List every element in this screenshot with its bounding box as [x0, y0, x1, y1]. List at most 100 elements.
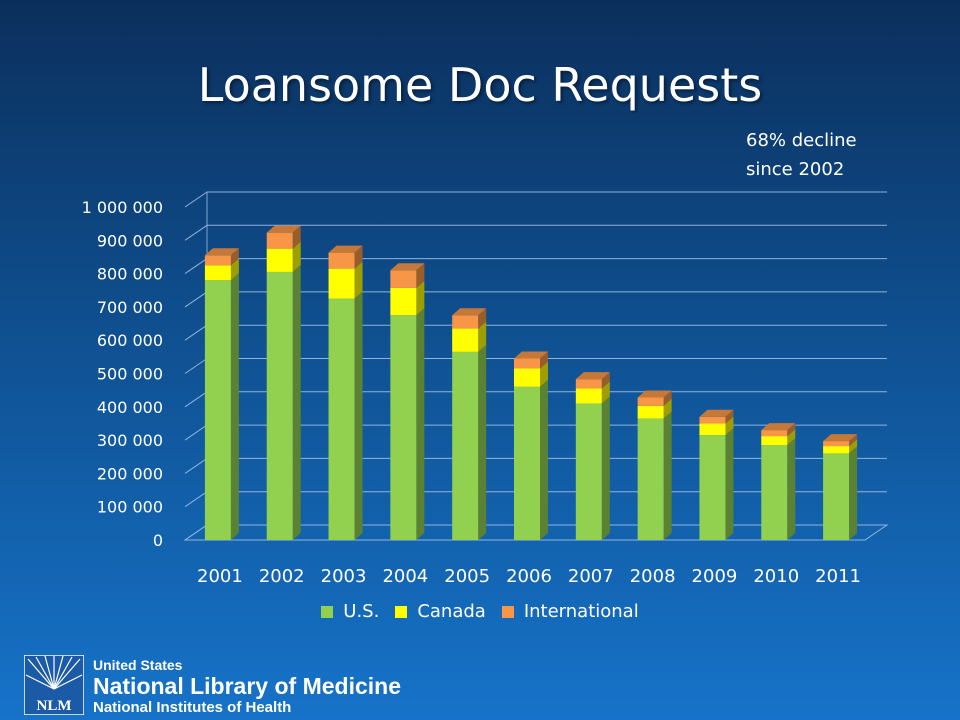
y-tick-label: 0	[153, 531, 163, 550]
bar-side-international	[354, 245, 363, 269]
gridline-depth	[184, 424, 208, 441]
organization-name: United States National Library of Medici…	[93, 657, 401, 716]
bar-side-us	[787, 438, 796, 540]
legend-swatch	[501, 605, 514, 618]
x-tick-label: 2010	[753, 566, 799, 587]
legend-label: International	[523, 601, 639, 622]
bar-segment-international	[575, 379, 602, 389]
bar-side-international	[540, 351, 548, 369]
bar-segment-us	[823, 453, 850, 540]
bar-side-international	[478, 308, 487, 329]
bar-segment-canada	[823, 446, 850, 454]
y-tick-label: 1 000 000	[82, 198, 163, 217]
bar-segment-us	[328, 298, 355, 540]
bar-side-canada	[354, 261, 363, 299]
bar-segment-canada	[390, 287, 417, 316]
bar-segment-international	[266, 232, 293, 249]
bar-top	[204, 248, 239, 256]
x-tick-label: 2001	[197, 566, 243, 587]
y-tick-label: 500 000	[97, 365, 163, 384]
x-tick-label: 2005	[444, 566, 490, 587]
x-tick-label: 2008	[630, 566, 676, 587]
bar-side-canada	[292, 241, 301, 272]
bar-side-international	[416, 263, 425, 288]
nlm-logo: NLM	[24, 655, 84, 715]
bar-side-canada	[725, 416, 734, 436]
legend-item: U.S.	[321, 601, 379, 622]
bar-side-us	[663, 411, 672, 540]
bar-segment-international	[761, 430, 788, 437]
bar-side-us	[292, 264, 301, 540]
gridline-depth	[184, 491, 208, 508]
bar-segment-us	[390, 315, 417, 540]
bar-segment-international	[823, 441, 850, 447]
legend-item: Canada	[395, 601, 486, 622]
annotation-line-2: since 2002	[746, 159, 845, 180]
bar-side-international	[725, 409, 734, 424]
bar-segment-international	[204, 255, 231, 266]
bar-segment-canada	[637, 405, 664, 419]
bar-side-us	[601, 396, 610, 540]
gridline-depth	[184, 224, 208, 241]
gridline-depth	[184, 324, 208, 341]
bar-side-us	[416, 308, 425, 540]
bar-segment-us	[204, 280, 231, 540]
bar-side-international	[601, 372, 610, 389]
org-line-3: National Institutes of Health	[93, 699, 292, 716]
y-tick-label: 600 000	[97, 331, 163, 350]
org-line-1: United States	[93, 657, 183, 673]
bar-segment-international	[514, 358, 540, 369]
bar-side-canada	[849, 439, 858, 454]
gridline-depth	[184, 457, 208, 474]
bar-side-canada	[787, 429, 796, 446]
bar-side-canada	[478, 321, 487, 352]
y-tick-label: 700 000	[97, 298, 163, 317]
bar-segment-international	[699, 416, 726, 424]
bar-top	[514, 351, 548, 359]
org-line-2: National Library of Medicine	[93, 673, 401, 699]
x-tick-label: 2009	[692, 566, 738, 587]
legend-label: Canada	[417, 601, 486, 622]
gridline-depth	[184, 291, 208, 308]
bar-segment-us	[266, 271, 293, 540]
bar-top	[823, 434, 858, 442]
bar-top	[452, 308, 487, 316]
bar-side-canada	[540, 361, 548, 387]
x-tick-label: 2006	[506, 566, 552, 587]
bar-segment-international	[390, 270, 417, 288]
y-tick-label: 400 000	[97, 398, 163, 417]
gridline-depth	[184, 391, 208, 408]
legend-swatch	[321, 605, 334, 618]
bar-top	[699, 409, 734, 417]
bar-segment-international	[637, 397, 664, 406]
bar-side-canada	[230, 258, 239, 281]
bar-side-international	[292, 225, 301, 249]
y-tick-label: 800 000	[97, 265, 163, 284]
nlm-logo-text: NLM	[37, 698, 72, 714]
bar-side-us	[478, 344, 487, 540]
bar-side-us	[540, 379, 548, 540]
bar-side-international	[787, 423, 796, 437]
slide-title: Loansome Doc Requests	[197, 58, 763, 112]
bar-segment-us	[452, 351, 479, 540]
bar-segment-canada	[266, 248, 293, 272]
y-tick-label: 200 000	[97, 464, 163, 483]
bar-segment-canada	[761, 436, 788, 446]
bar-side-international	[230, 248, 239, 266]
bar-segment-us	[514, 386, 540, 540]
x-tick-label: 2003	[321, 566, 367, 587]
bar-segment-canada	[514, 368, 540, 387]
y-tick-label: 900 000	[97, 231, 163, 250]
bar-top	[761, 423, 796, 431]
legend-item: International	[501, 601, 639, 622]
bar-side-canada	[601, 381, 610, 404]
stacked-bar-chart: 0 100 000 200 000 300 000 400 000 500 000 600 …	[82, 191, 889, 587]
bar-top	[390, 263, 425, 271]
x-tick-label: 2002	[259, 566, 305, 587]
bar-segment-international	[328, 252, 355, 269]
bar-top	[637, 390, 672, 398]
gridline-depth	[184, 258, 208, 275]
bar-side-us	[849, 446, 858, 540]
bar-segment-international	[452, 315, 479, 329]
bar-side-international	[663, 390, 672, 406]
